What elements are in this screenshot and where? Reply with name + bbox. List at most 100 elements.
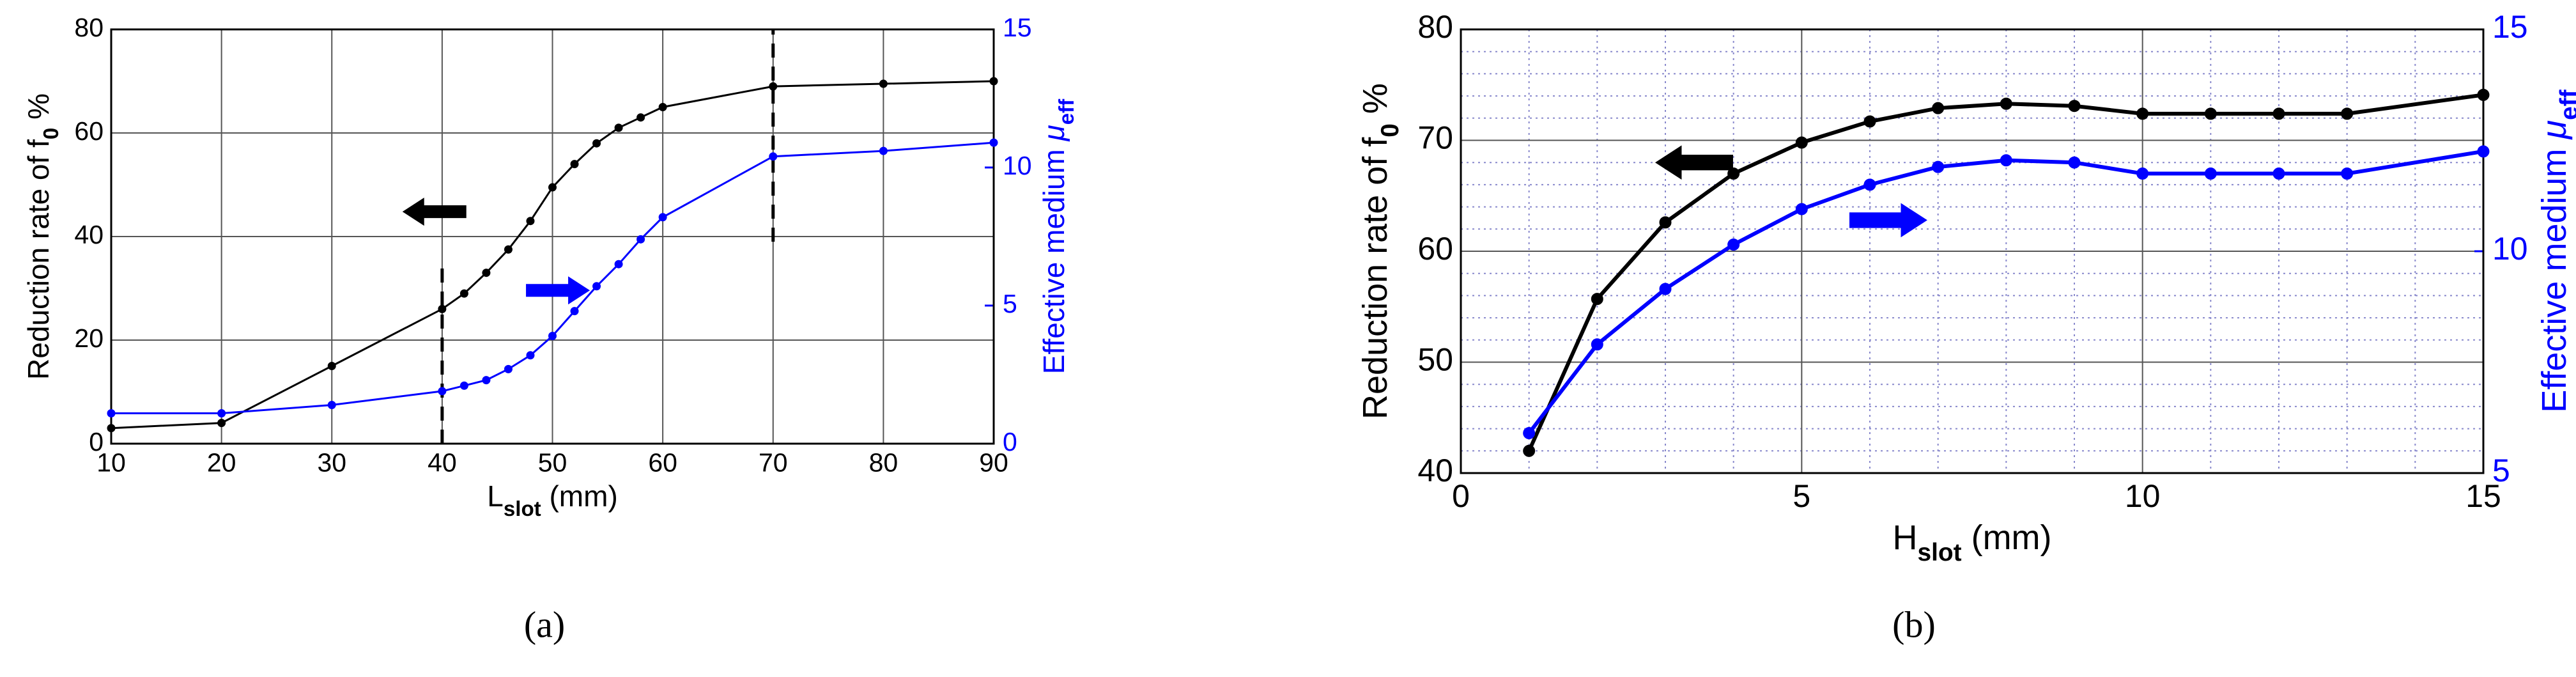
data-point [526,217,535,226]
label-part: eff [2556,89,2576,120]
data-point [459,289,468,298]
data-point [504,364,513,373]
label-part: Reduction rate of f [22,139,55,380]
label-part: Reduction rate of f [1356,137,1394,419]
y2-tick-label: 10 [2492,231,2528,267]
data-point [1659,216,1672,229]
data-point [570,160,579,169]
y2-tick-label: 0 [1003,427,1017,456]
x-tick-label: 15 [2465,478,2501,514]
y-tick-label: 40 [74,220,104,249]
arrow [402,198,467,226]
data-point [1863,115,1876,128]
axis-label: Effective medium μeff [1037,98,1079,374]
label-part: % [1356,83,1394,123]
x-tick-label: 10 [96,448,126,478]
data-point [2477,145,2490,158]
x-tick-label: 50 [538,448,567,478]
data-point [2068,100,2081,113]
data-point [592,282,601,291]
data-point [482,268,491,277]
data-point [570,307,579,316]
data-point [2204,167,2217,180]
data-point [1863,178,1876,191]
data-point [548,332,557,341]
x-tick-label: 60 [648,448,677,478]
data-point [2477,88,2490,101]
data-point [107,409,116,417]
data-point [438,387,447,396]
data-point [327,401,336,410]
data-point [2068,156,2081,169]
data-point [989,138,998,147]
data-point [2272,107,2285,120]
axis-label: Reduction rate of f0 % [1356,83,1404,419]
axis-label: Effective medium μeff [2535,89,2576,412]
data-point [2272,167,2285,180]
data-point [2136,107,2149,120]
data-point [1523,444,1536,457]
label-part: slot [1917,539,1961,566]
data-point [526,351,535,360]
data-point [1659,283,1672,295]
data-point [504,245,513,254]
data-point [1932,102,1945,114]
panel-label: (b) [1892,603,1936,645]
data-point [658,103,667,111]
data-point [1591,338,1603,351]
data-point [2341,107,2354,120]
label-part: slot [504,497,541,521]
data-point [217,419,226,428]
y-tick-label: 80 [1417,9,1453,45]
series-line [1527,93,2484,452]
data-point [1932,160,1945,173]
data-point [1523,427,1536,440]
data-point [769,82,778,91]
data-point [989,77,998,86]
data-point [459,381,468,390]
label-part: eff [1055,98,1079,125]
data-point [879,146,888,155]
y2-tick-label: 5 [2492,453,2510,488]
label-part: L [487,479,504,513]
label-part: H [1892,518,1917,557]
axis-label: Hslot (mm) [1892,518,2051,566]
data-point [2204,107,2217,120]
arrow [1655,145,1733,180]
y2-tick-label: 15 [1003,13,1032,42]
arrow [1849,203,1927,238]
plot-frame [110,28,995,445]
data-point [482,376,491,385]
data-point [636,113,645,122]
label-part: Effective medium [2535,139,2573,412]
y-tick-label: 60 [1417,231,1453,267]
y2-tick-label: 15 [2492,9,2528,45]
y-tick-label: 50 [1417,342,1453,378]
data-point [107,424,116,433]
data-point [327,362,336,370]
x-tick-label: 5 [1793,478,1810,514]
data-point [2136,167,2149,180]
x-tick-label: 80 [869,448,899,478]
series-line [1527,149,2484,435]
y-tick-label: 0 [89,427,104,456]
y-tick-label: 20 [74,323,104,353]
y-tick-label: 60 [74,116,104,146]
arrow [526,276,590,305]
data-point [614,260,623,268]
x-tick-label: 0 [1452,478,1470,514]
axis-label: Reduction rate of f0 % [22,93,63,380]
y2-tick-label: 10 [1003,151,1032,180]
data-point [548,183,557,192]
y-tick-label: 70 [1417,120,1453,156]
x-tick-label: 10 [2125,478,2161,514]
data-point [1727,238,1740,251]
data-point [217,409,226,417]
data-point [438,304,447,313]
x-tick-label: 20 [207,448,236,478]
x-tick-label: 40 [428,448,457,478]
data-point [769,152,778,161]
label-part: (mm) [1962,518,2052,557]
data-point [614,123,623,132]
